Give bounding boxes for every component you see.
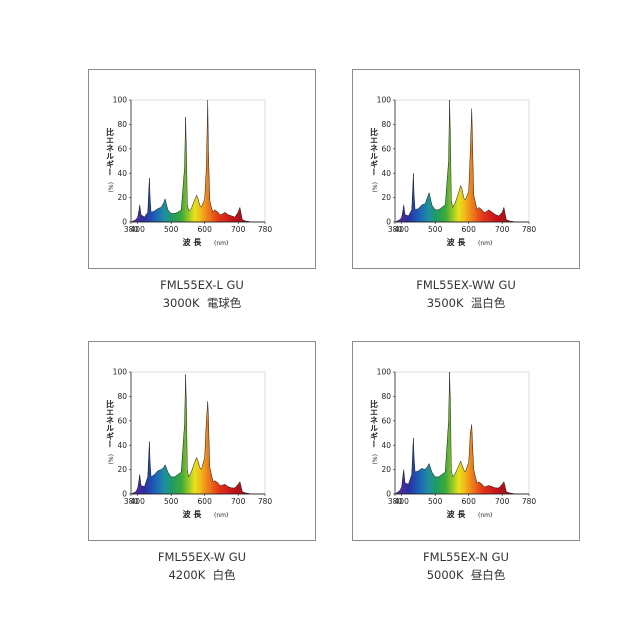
y-axis-label: 比エネルギー bbox=[106, 127, 115, 176]
x-axis-unit: (nm) bbox=[214, 240, 228, 247]
chart-panel-3: 380 400 500 600 700 780 0 20 40 60 80 100 波 長 (nm) 比エネ… bbox=[88, 341, 316, 541]
color-info-4: 5000K 昼白色 bbox=[352, 566, 580, 584]
x-tick-label: 700 bbox=[231, 497, 246, 506]
caption-1: FML55EX-L GU 3000K 電球色 bbox=[88, 276, 316, 312]
y-tick-label: 100 bbox=[113, 96, 128, 105]
x-axis-label: 波 長 bbox=[183, 237, 203, 247]
x-tick-label: 700 bbox=[231, 225, 246, 234]
light-color-1: 電球色 bbox=[206, 296, 242, 310]
x-tick-label: 400 bbox=[131, 225, 146, 234]
color-info-2: 3500K 温白色 bbox=[352, 294, 580, 312]
y-tick-label: 100 bbox=[377, 368, 392, 377]
color-info-1: 3000K 電球色 bbox=[88, 294, 316, 312]
x-axis-unit: (nm) bbox=[214, 512, 228, 519]
y-tick-label: 80 bbox=[381, 120, 391, 129]
y-tick-label: 40 bbox=[381, 169, 391, 178]
light-color-3: 白色 bbox=[212, 568, 236, 582]
y-tick-label: 20 bbox=[117, 465, 127, 474]
x-tick-label: 400 bbox=[395, 497, 410, 506]
y-tick-label: 100 bbox=[113, 368, 128, 377]
y-tick-label: 20 bbox=[381, 193, 391, 202]
y-tick-label: 40 bbox=[117, 169, 127, 178]
x-tick-label: 700 bbox=[495, 225, 510, 234]
spectrum-area bbox=[130, 99, 266, 223]
x-tick-label: 600 bbox=[462, 225, 477, 234]
x-tick-label: 400 bbox=[131, 497, 146, 506]
light-color-4: 昼白色 bbox=[470, 568, 506, 582]
color-temp-1: 3000K bbox=[162, 296, 200, 310]
x-axis-label: 波 長 bbox=[447, 509, 467, 519]
x-axis-label: 波 長 bbox=[183, 509, 203, 519]
x-axis-label: 波 長 bbox=[447, 237, 467, 247]
x-tick-label: 380 bbox=[388, 225, 403, 234]
x-tick-label: 780 bbox=[522, 225, 537, 234]
y-tick-label: 0 bbox=[386, 218, 391, 227]
x-tick-label: 500 bbox=[428, 497, 443, 506]
spectrum-area bbox=[394, 99, 530, 223]
light-color-2: 温白色 bbox=[470, 296, 506, 310]
color-temp-3: 4200K bbox=[168, 568, 206, 582]
y-tick-label: 40 bbox=[381, 441, 391, 450]
chart-panel-1: 380 400 500 600 700 780 0 20 40 60 80 100 波 長 (nm) 比エネ… bbox=[88, 69, 316, 269]
y-tick-label: 80 bbox=[381, 392, 391, 401]
y-axis-label: 比エネルギー bbox=[106, 399, 115, 448]
chart-panel-2: 380 400 500 600 700 780 0 20 40 60 80 100 波 長 (nm) 比エネ… bbox=[352, 69, 580, 269]
y-tick-label: 0 bbox=[122, 218, 127, 227]
color-temp-4: 5000K bbox=[426, 568, 464, 582]
y-axis-label: 比エネルギー bbox=[370, 399, 379, 448]
y-tick-label: 60 bbox=[381, 416, 391, 425]
caption-2: FML55EX-WW GU 3500K 温白色 bbox=[352, 276, 580, 312]
chart-panel-4: 380 400 500 600 700 780 0 20 40 60 80 100 波 長 (nm) 比エネ… bbox=[352, 341, 580, 541]
model-name-3: FML55EX-W GU bbox=[157, 550, 247, 564]
y-axis-unit: (%) bbox=[371, 454, 378, 464]
color-info-3: 4200K 白色 bbox=[88, 566, 316, 584]
x-tick-label: 600 bbox=[198, 225, 213, 234]
x-tick-label: 400 bbox=[395, 225, 410, 234]
y-tick-label: 60 bbox=[117, 144, 127, 153]
x-tick-label: 380 bbox=[124, 225, 139, 234]
x-axis-unit: (nm) bbox=[478, 240, 492, 247]
x-tick-label: 380 bbox=[124, 497, 139, 506]
x-tick-label: 380 bbox=[388, 497, 403, 506]
x-tick-label: 600 bbox=[198, 497, 213, 506]
y-axis-unit: (%) bbox=[107, 454, 114, 464]
x-tick-label: 600 bbox=[462, 497, 477, 506]
color-temp-2: 3500K bbox=[426, 296, 464, 310]
y-tick-label: 60 bbox=[381, 144, 391, 153]
y-tick-label: 20 bbox=[381, 465, 391, 474]
model-name-1: FML55EX-L GU bbox=[160, 278, 244, 292]
y-tick-label: 80 bbox=[117, 120, 127, 129]
y-axis-label: 比エネルギー bbox=[370, 127, 379, 176]
y-axis-unit: (%) bbox=[371, 182, 378, 192]
y-tick-label: 20 bbox=[117, 193, 127, 202]
y-tick-label: 40 bbox=[117, 441, 127, 450]
spectrum-area bbox=[394, 371, 530, 495]
y-tick-label: 60 bbox=[117, 416, 127, 425]
x-tick-label: 500 bbox=[428, 225, 443, 234]
model-name-4: FML55EX-N GU bbox=[423, 550, 509, 564]
caption-4: FML55EX-N GU 5000K 昼白色 bbox=[352, 548, 580, 584]
y-axis-unit: (%) bbox=[107, 182, 114, 192]
model-name-2: FML55EX-WW GU bbox=[416, 278, 516, 292]
y-tick-label: 0 bbox=[122, 490, 127, 499]
spectrum-area bbox=[130, 374, 266, 495]
x-tick-label: 780 bbox=[258, 225, 273, 234]
x-tick-label: 500 bbox=[164, 497, 179, 506]
x-axis-unit: (nm) bbox=[478, 512, 492, 519]
caption-3: FML55EX-W GU 4200K 白色 bbox=[88, 548, 316, 584]
x-tick-label: 780 bbox=[522, 497, 537, 506]
x-tick-label: 700 bbox=[495, 497, 510, 506]
y-tick-label: 0 bbox=[386, 490, 391, 499]
x-tick-label: 500 bbox=[164, 225, 179, 234]
x-tick-label: 780 bbox=[258, 497, 273, 506]
y-tick-label: 100 bbox=[377, 96, 392, 105]
y-tick-label: 80 bbox=[117, 392, 127, 401]
